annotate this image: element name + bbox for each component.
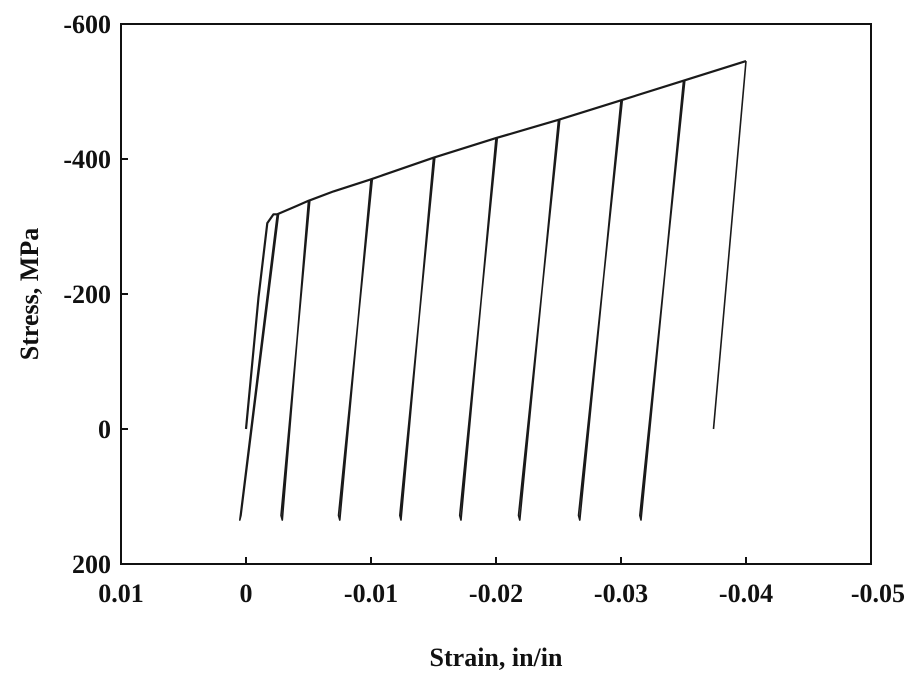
x-tick-label: -0.04: [719, 579, 773, 608]
x-axis: 0.01 0 -0.01 -0.02 -0.03 -0.04 -0.05: [98, 557, 905, 608]
loading-envelope-curve: [244, 60, 747, 430]
y-tick-label: -600: [63, 10, 111, 39]
unload-reload-loop: [458, 138, 499, 521]
x-tick-label: 0.01: [98, 579, 144, 608]
y-tick-label: 200: [72, 550, 111, 579]
y-axis: -600 -400 -200 0 200: [63, 10, 128, 579]
plot-area-frame: [120, 23, 872, 565]
unload-reload-loop: [280, 200, 311, 521]
y-tick-label: -200: [63, 280, 111, 309]
data-curves: [239, 60, 747, 521]
x-tick-label: -0.01: [344, 579, 398, 608]
y-axis-title: Stress, MPa: [15, 228, 44, 360]
y-tick-label: -400: [63, 145, 111, 174]
x-tick-label: 0: [240, 579, 253, 608]
x-tick-label: -0.05: [851, 579, 905, 608]
x-axis-title: Strain, in/in: [430, 643, 563, 672]
unload-reload-loop: [517, 119, 561, 521]
y-tick-label: 0: [98, 415, 111, 444]
x-tick-label: -0.02: [469, 579, 523, 608]
unload-reload-loop: [399, 157, 436, 521]
unload-reload-loop: [639, 80, 686, 521]
unload-reload-loop: [239, 214, 280, 521]
unload-reload-loop: [712, 61, 747, 430]
unload-reload-loop: [577, 100, 624, 521]
x-tick-label: -0.03: [594, 579, 648, 608]
unload-reload-loop: [337, 179, 374, 521]
